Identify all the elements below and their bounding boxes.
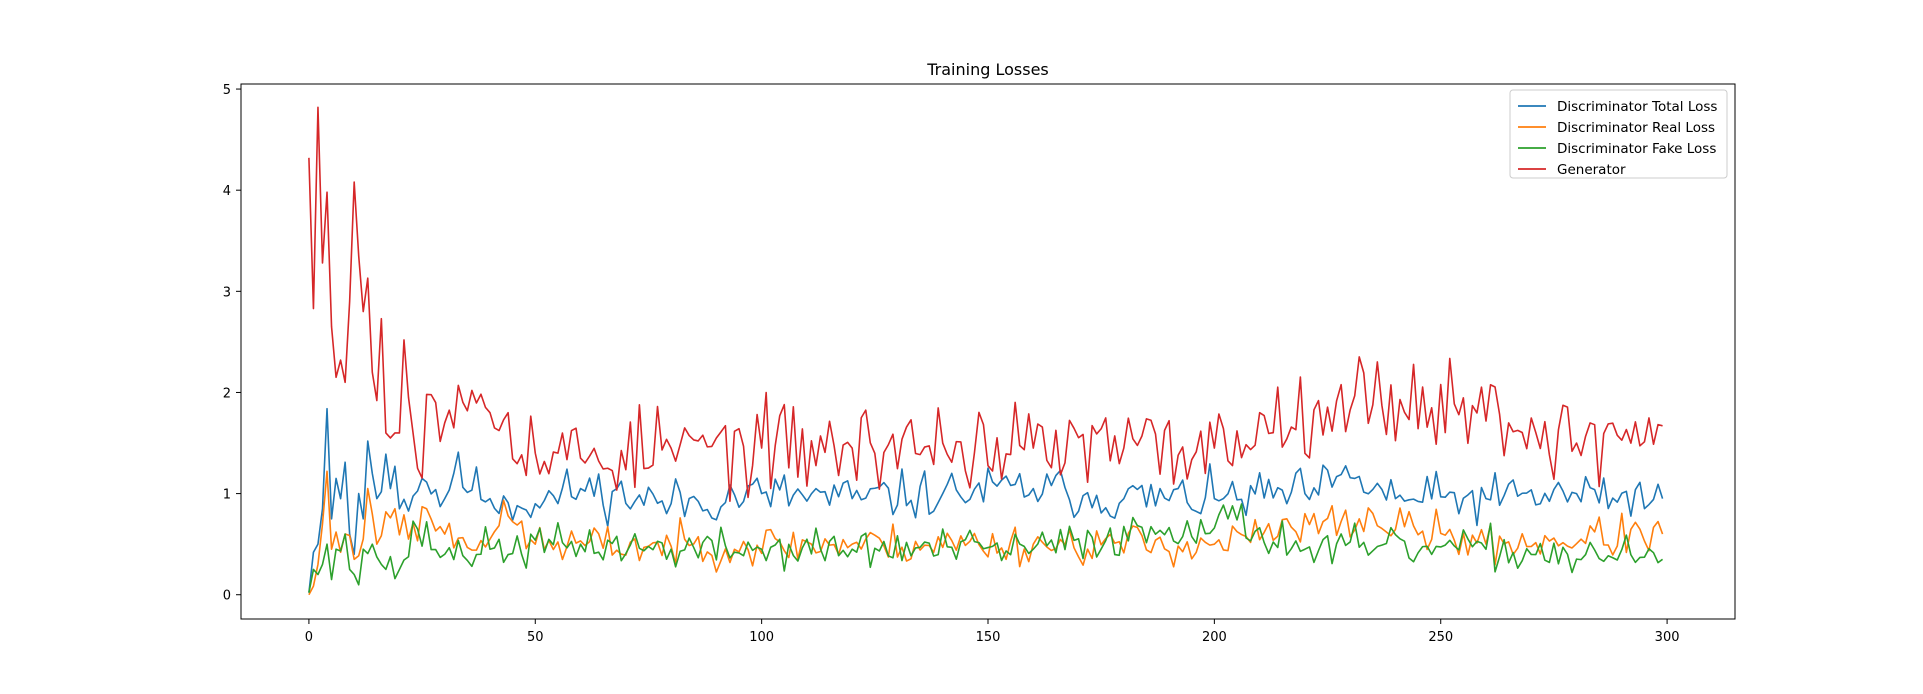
- x-tick-label: 200: [1202, 630, 1227, 645]
- legend-label: Discriminator Fake Loss: [1557, 141, 1716, 157]
- series-line: [308, 470, 1664, 596]
- x-tick-label: 300: [1655, 630, 1680, 645]
- y-tick-label: 0: [223, 589, 231, 604]
- y-tick-label: 5: [223, 83, 231, 98]
- x-tick-label: 150: [976, 630, 1001, 645]
- x-tick-label: 50: [527, 630, 544, 645]
- legend-label: Generator: [1557, 162, 1626, 178]
- chart-title: Training Losses: [926, 60, 1049, 79]
- series-line: [308, 503, 1664, 593]
- y-tick-label: 4: [223, 184, 231, 199]
- x-tick-label: 250: [1428, 630, 1453, 645]
- y-tick-label: 2: [223, 386, 231, 401]
- y-tick-label: 1: [223, 488, 231, 503]
- legend-label: Discriminator Real Loss: [1557, 120, 1715, 136]
- x-axis: 0 50 100 150 200 250 300: [305, 619, 1680, 645]
- x-tick-label: 0: [305, 630, 313, 645]
- legend: Discriminator Total Loss Discriminator Re…: [1509, 89, 1728, 179]
- legend-label: Discriminator Total Loss: [1557, 99, 1717, 115]
- series-layer: [308, 106, 1664, 596]
- y-axis: 0 1 2 3 4 5: [223, 83, 241, 604]
- series-line: [308, 407, 1664, 593]
- y-tick-label: 3: [223, 285, 231, 300]
- x-tick-label: 100: [749, 630, 774, 645]
- series-line: [308, 106, 1663, 503]
- legend-box: [1509, 89, 1728, 179]
